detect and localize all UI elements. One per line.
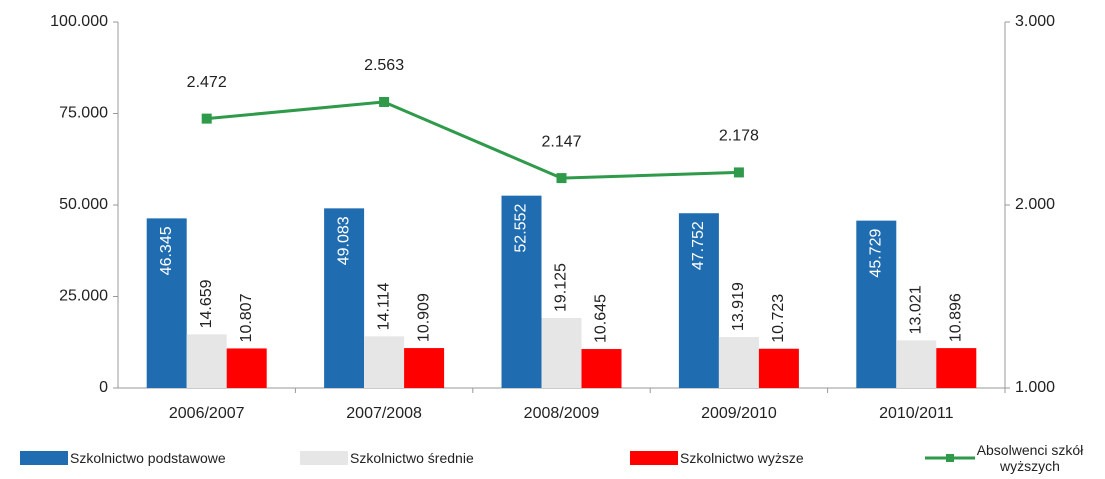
legend-label: Szkolnictwo średnie	[350, 450, 474, 466]
legend-label: Szkolnictwo wyższe	[680, 450, 804, 466]
legend-label: Absolwenci szkół wyższych	[976, 442, 1084, 474]
y-tick-label: 75.000	[59, 105, 108, 122]
y2-tick-label: 2.000	[1015, 196, 1055, 213]
y-tick-label: 50.000	[59, 196, 108, 213]
bar-value-label: 13.021	[908, 285, 925, 334]
bar	[896, 340, 937, 388]
legend-swatch	[20, 451, 68, 465]
bar	[501, 195, 542, 388]
bar	[718, 337, 759, 388]
bar	[541, 318, 582, 388]
bar-value-label: 10.807	[238, 293, 255, 342]
line-marker	[556, 173, 567, 184]
bar-value-label: 19.125	[553, 263, 570, 312]
legend: Szkolnictwo podstawowe Szkolnictwo średni…	[0, 440, 1105, 479]
bar-value-label: 10.896	[948, 293, 965, 342]
x-tick-label: 2006/2007	[169, 405, 245, 422]
line-value-label: 2.563	[364, 57, 404, 74]
legend-rect	[20, 451, 68, 465]
legend-item: Szkolnictwo średnie	[300, 440, 474, 476]
bar-value-label: 10.645	[593, 294, 610, 343]
bar	[678, 213, 719, 388]
legend-marker	[946, 454, 954, 462]
bar-value-label: 47.752	[690, 221, 707, 270]
y-tick-label: 25.000	[59, 288, 108, 305]
bar	[364, 336, 405, 388]
chart: 0 25.000 50.000 75.000 100.000 1.000 2.000 3.00…	[50, 13, 1055, 422]
line-marker	[379, 96, 390, 107]
legend-rect	[300, 451, 348, 465]
line	[206, 100, 739, 180]
legend-label: Szkolnictwo podstawowe	[70, 450, 226, 466]
bar	[758, 348, 799, 388]
x-tick-label: 2010/2011	[879, 405, 954, 422]
bar-value-label: 49.083	[335, 216, 352, 265]
line-marker	[201, 113, 212, 124]
legend-swatch	[630, 451, 678, 465]
legend-swatch	[925, 454, 975, 462]
bar	[581, 349, 622, 388]
x-tick-label: 2008/2009	[524, 405, 600, 422]
legend-item: Absolwenci szkół wyższych	[925, 440, 1085, 476]
line-value-label: 2.178	[719, 128, 759, 145]
bar	[936, 348, 977, 388]
bar	[856, 220, 897, 388]
bar	[226, 348, 267, 388]
legend-swatch	[300, 451, 348, 465]
bar-value-label: 14.659	[198, 279, 215, 328]
bar-value-label: 10.723	[770, 294, 787, 343]
line-value-label: 2.472	[187, 74, 227, 91]
y2-tick-label: 1.000	[1015, 379, 1055, 396]
bar	[146, 218, 187, 388]
bar-value-label: 45.729	[868, 229, 885, 278]
bar	[324, 208, 365, 388]
bar-value-label: 46.345	[158, 226, 175, 275]
y-tick-label: 100.000	[50, 13, 108, 30]
bar	[404, 348, 445, 388]
line-marker	[733, 167, 744, 178]
legend-item: Szkolnictwo wyższe	[630, 440, 804, 476]
x-tick-label: 2009/2010	[701, 405, 777, 422]
legend-rect	[630, 451, 678, 465]
legend-item: Szkolnictwo podstawowe	[20, 440, 226, 476]
y-tick-label: 0	[99, 379, 108, 396]
x-tick-label: 2007/2008	[346, 405, 422, 422]
bar-value-label: 13.919	[730, 282, 747, 331]
bar	[186, 334, 227, 388]
line-value-label: 2.147	[541, 133, 581, 150]
bar-value-label: 52.552	[513, 204, 530, 253]
y2-tick-label: 3.000	[1015, 13, 1055, 30]
bar-value-label: 14.114	[375, 282, 392, 330]
bar-value-label: 10.909	[415, 293, 432, 342]
